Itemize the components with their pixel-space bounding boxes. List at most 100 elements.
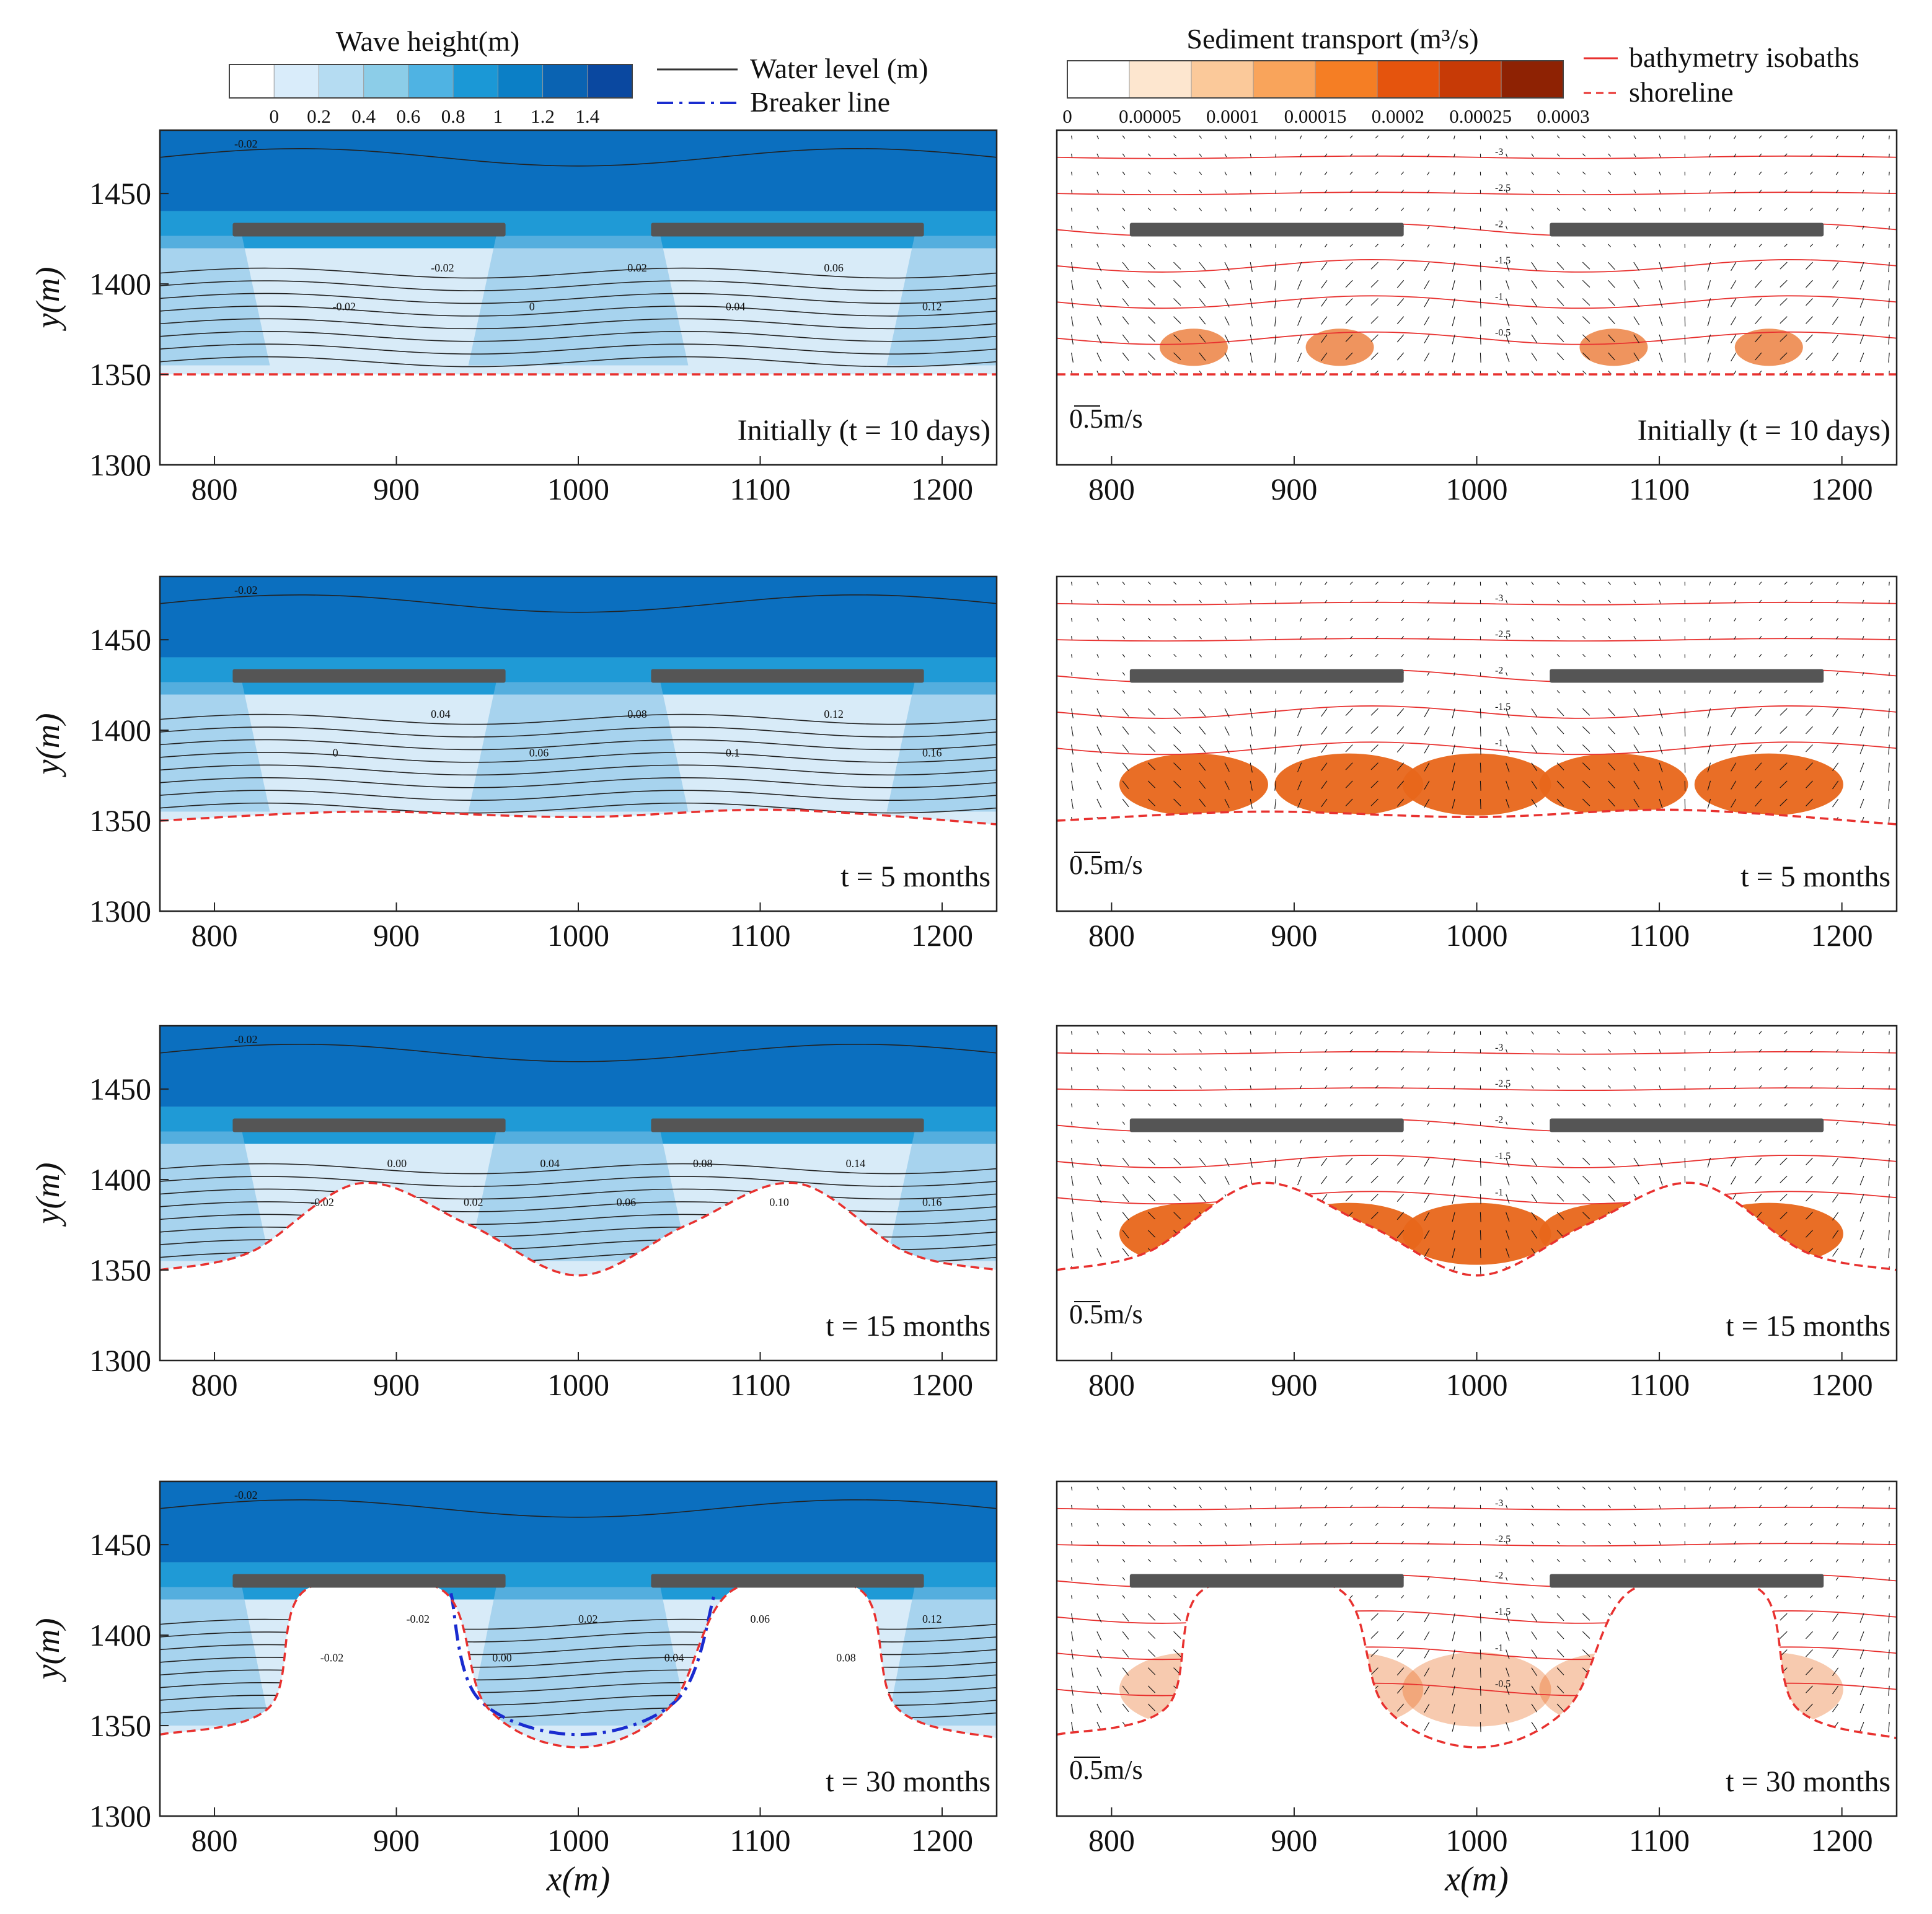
x-tick-label: 1100 xyxy=(730,918,790,953)
contour-label: -0.02 xyxy=(320,1652,344,1664)
colorbar-tick-label: 0.8 xyxy=(441,105,465,127)
contour-label: 0.06 xyxy=(529,747,549,759)
velocity-vector xyxy=(1889,1505,1890,1509)
colorbar-tick-label: 1.4 xyxy=(575,105,599,127)
velocity-vector xyxy=(1889,1487,1890,1491)
deep-wave-zone xyxy=(160,1026,997,1107)
left-colorbar: 0 0.2 0.4 0.6 0.8 1 1.2 1.4 xyxy=(229,64,633,127)
wave-panel-1: -0.0200.040.060.080.10.120.16800 900 1000 1… xyxy=(29,576,1034,953)
contour-label: 0.04 xyxy=(540,1157,560,1170)
isobath-label: -3 xyxy=(1495,1498,1503,1509)
velocity-vector xyxy=(1889,226,1890,230)
contour-label: 0.04 xyxy=(431,708,451,720)
y-tick-label: 1400 xyxy=(89,1162,151,1197)
left-legend: Wave height(m) 0 0.2 0.4 0.6 0.8 1 1.2 1.4 Wate… xyxy=(229,25,928,127)
contour-label: -0.02 xyxy=(234,584,258,596)
colorbar-swatch xyxy=(1439,61,1502,98)
diffraction-zone xyxy=(469,682,689,812)
colorbar-swatch xyxy=(1191,61,1254,98)
velocity-vector xyxy=(1889,190,1890,193)
velocity-vector xyxy=(1889,1140,1890,1144)
panels: -0.02-0.02-0.0200.020.040.060.12800 900 10… xyxy=(29,130,1897,1899)
breakwater xyxy=(232,1574,505,1588)
breakwater xyxy=(1550,1119,1824,1132)
contour-label: -0.02 xyxy=(333,301,356,313)
isobath-label: -1.5 xyxy=(1495,255,1511,266)
velocity-vector xyxy=(1889,1559,1890,1563)
x-tick-label: 1000 xyxy=(1446,1367,1508,1402)
isobath-label: -1.5 xyxy=(1495,1607,1511,1617)
right-colorbar: 0 0.00005 0.0001 0.00015 0.0002 0.00025 0.0003 xyxy=(1062,61,1589,127)
breakwater xyxy=(232,669,505,683)
velocity-vector xyxy=(1889,582,1890,586)
contour-label: 0.16 xyxy=(922,1196,942,1209)
colorbar-tick-label: 0.4 xyxy=(351,105,376,127)
x-tick-label: 900 xyxy=(373,918,420,953)
contour-label: 0.16 xyxy=(922,747,942,759)
breakwater xyxy=(232,1119,505,1132)
y-axis-label: y(m) xyxy=(29,1618,66,1683)
velocity-vector xyxy=(1480,763,1481,773)
velocity-vector xyxy=(1480,1230,1481,1240)
x-tick-label: 800 xyxy=(1088,1367,1135,1402)
velocity-vector xyxy=(1480,1668,1481,1678)
reference-vector-label: 0.5m/s xyxy=(1069,404,1143,434)
y-tick-label: 1350 xyxy=(89,803,151,838)
velocity-vector xyxy=(1480,1631,1481,1641)
y-tick-label: 1400 xyxy=(89,1618,151,1652)
diffraction-zone xyxy=(469,236,689,366)
sediment-plume xyxy=(1119,754,1268,816)
breakwater xyxy=(651,1119,924,1132)
velocity-vector xyxy=(1889,154,1890,157)
time-label: t = 30 months xyxy=(826,1765,990,1798)
velocity-vector xyxy=(1480,1194,1481,1204)
velocity-vector xyxy=(1889,1577,1890,1581)
colorbar-tick-label: 0 xyxy=(1062,105,1072,127)
sediment-plume xyxy=(1695,754,1843,816)
deep-wave-zone xyxy=(160,1481,997,1563)
isobath-label: -3 xyxy=(1495,593,1503,604)
colorbar-tick-label: 0.0002 xyxy=(1372,105,1424,127)
velocity-vector xyxy=(1480,1212,1481,1222)
contour-label: 0 xyxy=(333,747,338,759)
velocity-vector xyxy=(1480,298,1481,308)
x-tick-label: 1100 xyxy=(1629,472,1690,506)
isobath-label: -2.5 xyxy=(1495,629,1511,640)
velocity-vector xyxy=(1889,1031,1890,1035)
colorbar-swatch xyxy=(1129,61,1192,98)
velocity-vector xyxy=(1889,1104,1890,1108)
figure: Wave height(m) 0 0.2 0.4 0.6 0.8 1 1.2 1.4 Wate… xyxy=(0,0,1932,1914)
breakwater xyxy=(1550,669,1824,683)
velocity-vector xyxy=(1889,1523,1890,1527)
x-tick-label: 1200 xyxy=(911,918,973,953)
isobath-label: -2.5 xyxy=(1495,1078,1511,1089)
contour-label: 0.00 xyxy=(492,1652,512,1664)
velocity-vector xyxy=(1480,1686,1481,1696)
contour-label: 0.06 xyxy=(751,1613,770,1625)
velocity-vector xyxy=(1889,136,1890,139)
contour-label: 0.02 xyxy=(464,1196,483,1209)
velocity-vector xyxy=(1480,1613,1481,1623)
time-label: t = 15 months xyxy=(1726,1310,1890,1343)
contour-label: 0.04 xyxy=(726,301,746,313)
velocity-vector xyxy=(1480,781,1481,791)
velocity-vector xyxy=(1480,1158,1481,1168)
y-tick-label: 1350 xyxy=(89,1253,151,1287)
contour-label: 0.02 xyxy=(578,1613,598,1625)
x-tick-label: 1000 xyxy=(547,1823,609,1858)
colorbar-tick-label: 0.00025 xyxy=(1449,105,1512,127)
time-label: t = 5 months xyxy=(840,860,990,893)
isobath-label: -1.5 xyxy=(1495,1151,1511,1162)
x-tick-label: 1200 xyxy=(1811,1823,1873,1858)
sediment-plume xyxy=(1403,1203,1551,1265)
x-tick-label: 1000 xyxy=(547,918,609,953)
x-tick-label: 800 xyxy=(192,918,238,953)
isobath-label: -1 xyxy=(1495,291,1503,302)
reference-vector-label: 0.5m/s xyxy=(1069,1755,1143,1785)
contour-label: 0.04 xyxy=(664,1652,684,1664)
sediment-panel-2: -3-2.5-2-1.5-10.5m/s800 900 1000 1100 1200t … xyxy=(1057,1026,1897,1402)
x-tick-label: 1200 xyxy=(911,472,973,506)
y-axis-label: y(m) xyxy=(29,1163,66,1227)
velocity-vector xyxy=(1889,655,1890,658)
velocity-vector xyxy=(1889,1595,1890,1599)
